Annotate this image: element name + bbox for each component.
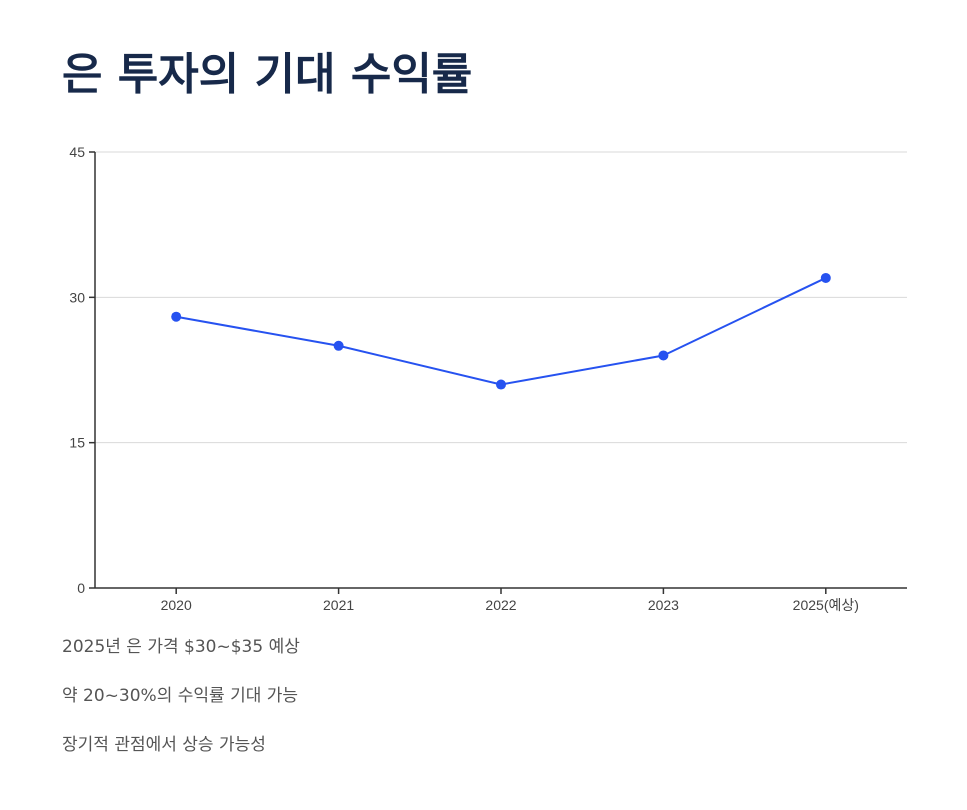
line-chart: 0 15 30 45 2020 2021 2022 2023 2025(예상) <box>69 144 907 613</box>
note-long-term-outlook: 장기적 관점에서 상승 가능성 <box>62 735 266 755</box>
y-tick-label: 30 <box>69 289 85 305</box>
x-tick-label: 2020 <box>161 597 192 613</box>
note-expected-return: 약 20~30%의 수익률 기대 가능 <box>62 686 299 706</box>
data-point <box>820 272 831 283</box>
tick-labels: 0 15 30 45 2020 2021 2022 2023 2025(예상) <box>69 144 858 613</box>
data-point <box>171 311 182 322</box>
series-line <box>176 277 827 386</box>
y-tick-label: 45 <box>69 144 85 160</box>
series <box>171 272 831 390</box>
data-point <box>658 350 669 361</box>
y-tick-label: 15 <box>69 435 85 451</box>
x-tick-label: 2021 <box>323 597 354 613</box>
chart-title: 은 투자의 기대 수익률 <box>62 49 473 100</box>
note-price-forecast: 2025년 은 가격 $30~$35 예상 <box>62 637 300 657</box>
x-tick-label: 2025(예상) <box>793 597 859 613</box>
data-point <box>333 340 344 351</box>
x-tick-label: 2022 <box>485 597 516 613</box>
x-tick-label: 2023 <box>648 597 679 613</box>
y-tick-label: 0 <box>77 580 85 596</box>
chart-axes <box>89 151 907 594</box>
data-point <box>496 379 506 390</box>
grid-lines <box>95 151 907 444</box>
